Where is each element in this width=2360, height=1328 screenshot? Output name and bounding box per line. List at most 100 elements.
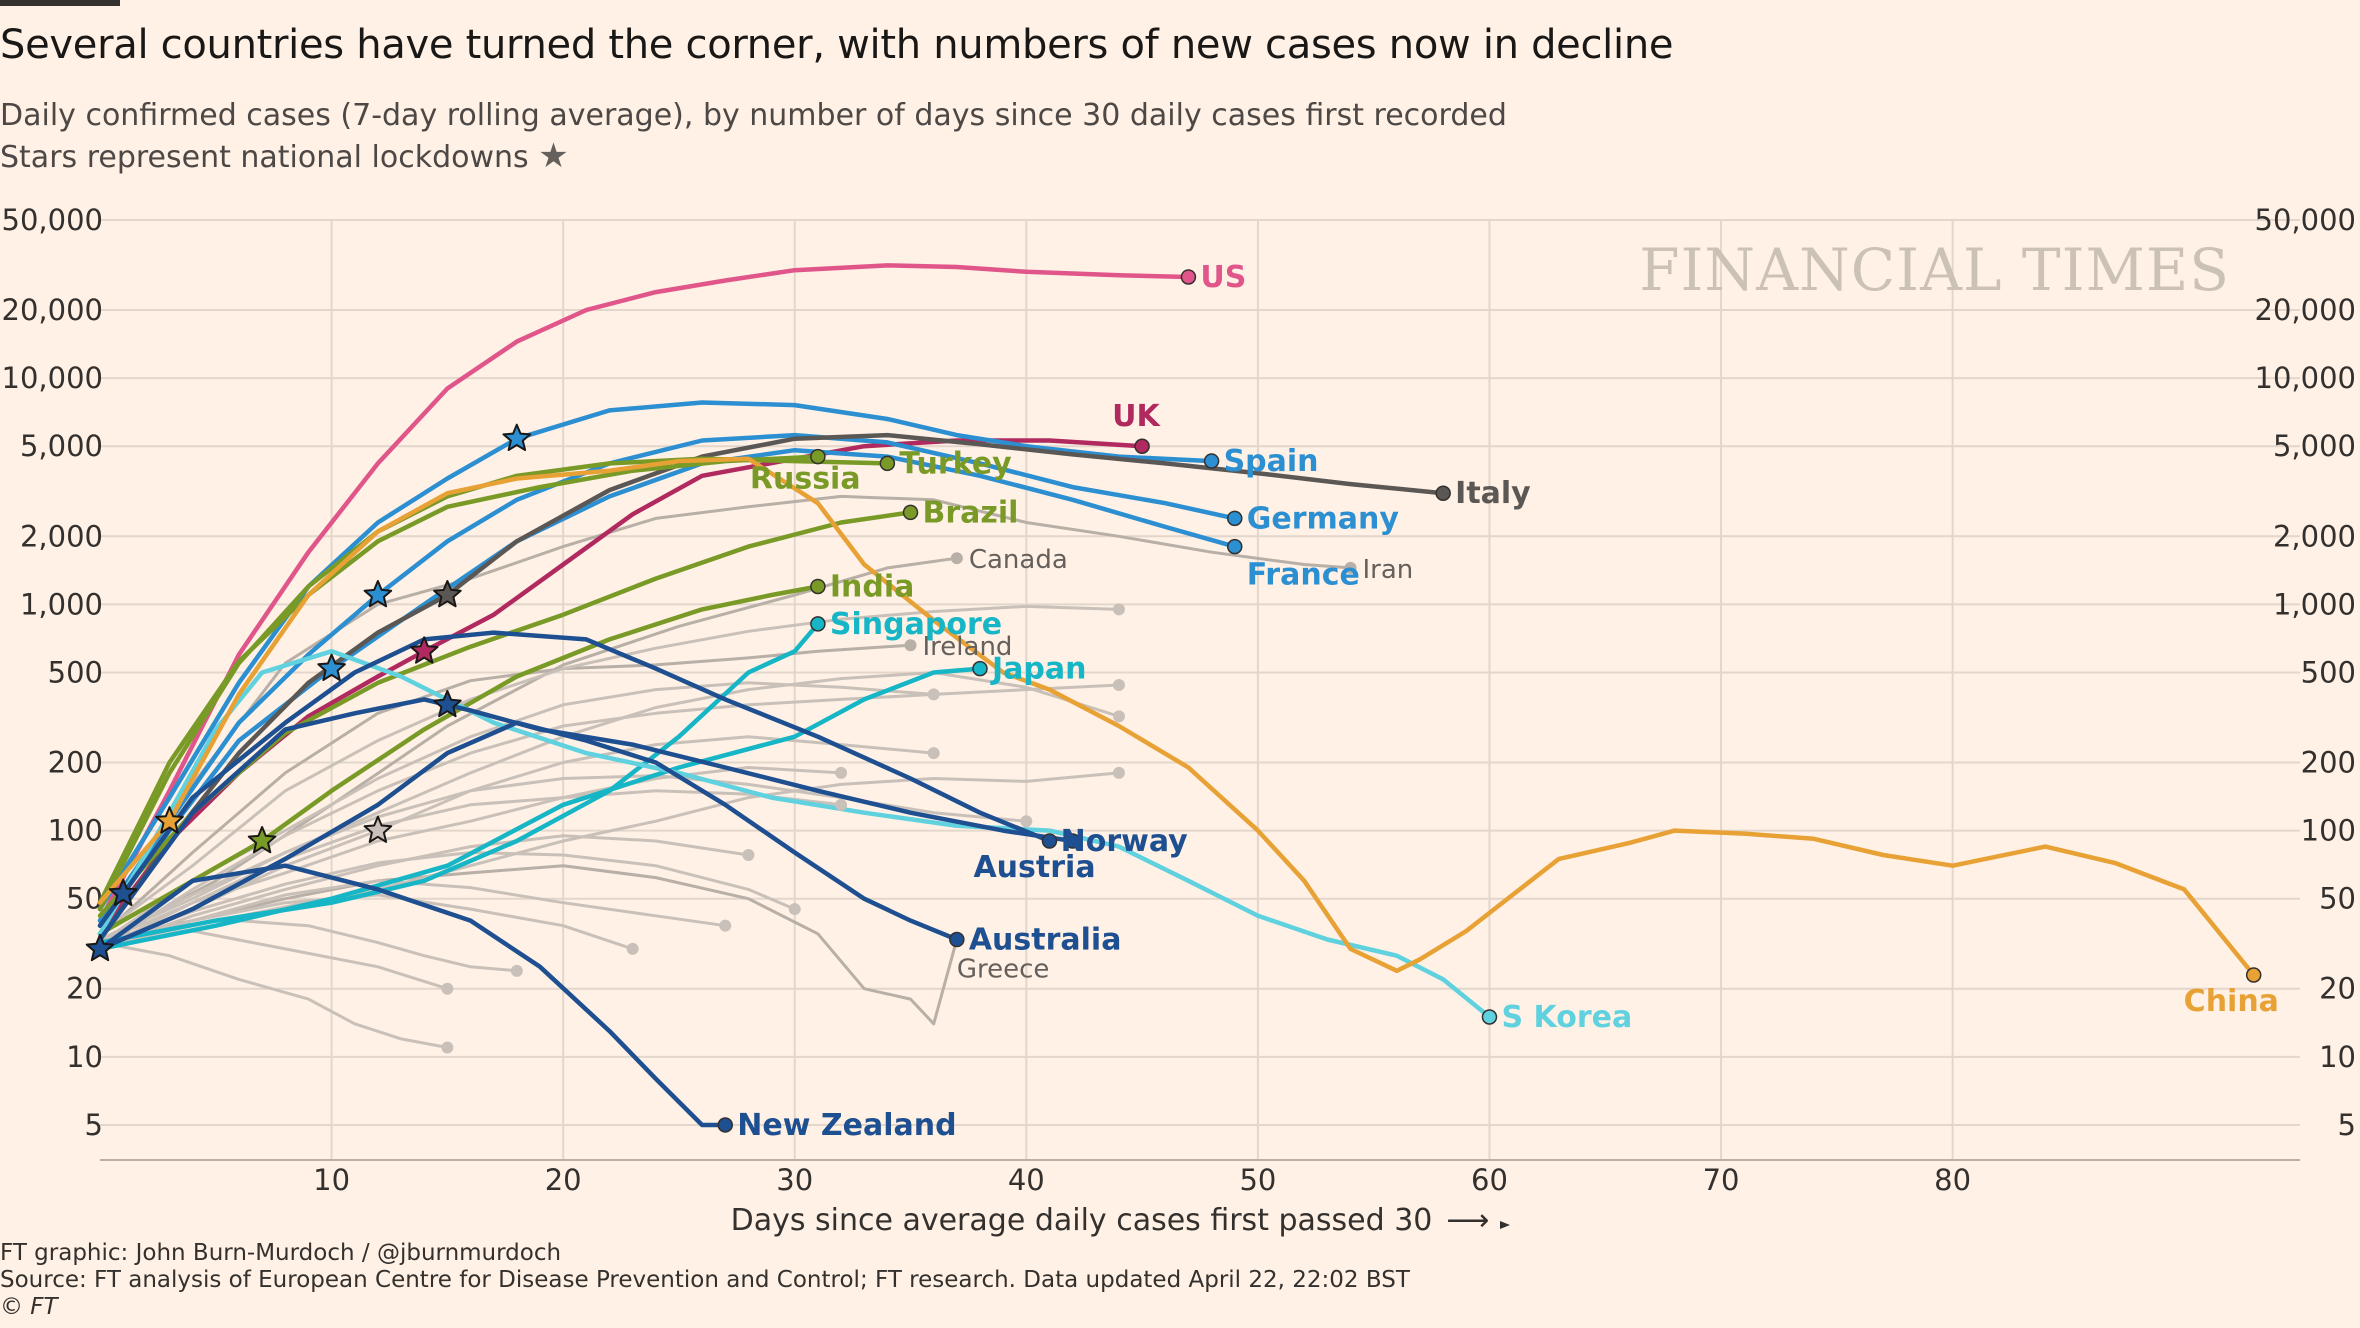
series-end-point (788, 903, 801, 916)
series-end-point (1180, 269, 1197, 285)
series-end-point (810, 448, 826, 465)
x-axis-arrowhead (1500, 1221, 1510, 1229)
series-label-germany: Germany (1247, 501, 1400, 536)
y-tick-label-right: 5,000 (2273, 429, 2356, 463)
series-end-point (950, 552, 963, 565)
chart-subtitle: Daily confirmed cases (7-day rolling ave… (0, 96, 2340, 178)
lockdown-star-icon: ★ (538, 136, 569, 176)
series-end-point (1203, 453, 1220, 469)
series-label-japan: Japan (990, 652, 1086, 687)
series-label-russia: Russia (750, 462, 861, 497)
y-tick-label-left: 10 (66, 1040, 103, 1074)
series-line-russia (97, 454, 821, 905)
series-end-point (1226, 538, 1243, 555)
y-tick-label-right: 100 (2301, 814, 2356, 848)
series-end-point (835, 766, 848, 779)
series-label-italy: Italy (1455, 476, 1531, 511)
series-line-greece (98, 864, 959, 1026)
lockdown-star-marker (409, 636, 439, 664)
y-tick-label-left: 2,000 (20, 519, 103, 553)
x-tick-label: 60 (1471, 1163, 1508, 1197)
series-line-iran (98, 494, 1352, 923)
x-axis-label-text: Days since average daily cases first pas… (731, 1203, 1433, 1238)
series-end-point (1112, 679, 1125, 692)
lockdown-star-marker (155, 806, 184, 834)
series-label-austria: Austria (973, 850, 1095, 885)
lockdown-star-marker (363, 580, 393, 608)
lockdown-star-marker (433, 689, 462, 718)
series-label-canada: Canada (969, 545, 1068, 575)
series-end-point (2245, 967, 2262, 983)
y-tick-label-left: 20,000 (2, 293, 103, 327)
y-tick-label-left: 50 (66, 882, 103, 916)
x-tick-label: 70 (1703, 1163, 1740, 1197)
series-line-other (98, 834, 750, 951)
subtitle-line-2: Stars represent national lockdowns ★ (0, 136, 2340, 178)
x-tick-label: 30 (776, 1163, 813, 1197)
y-tick-label-right: 20,000 (2255, 293, 2356, 327)
series-line-s-korea (97, 649, 1492, 1020)
series-end-point (927, 688, 940, 701)
footer-source: Source: FT analysis of European Centre f… (0, 1267, 1410, 1293)
x-tick-label: 40 (1008, 1163, 1045, 1197)
series-labels: Canada Iran Ireland Greece US UK Spain Germany F… (737, 260, 2279, 1143)
y-tick-label-left: 5 (85, 1108, 103, 1142)
series-line-us (97, 263, 1191, 923)
y-tick-label-left: 50,000 (2, 203, 103, 237)
series-line-spain (97, 400, 1214, 912)
series-end-point (810, 578, 826, 595)
series-end-point (719, 919, 732, 932)
x-axis-arrow-icon: ⟶ (1446, 1203, 1489, 1238)
series-line-canada (98, 556, 959, 945)
lockdown-star-marker (108, 878, 138, 906)
y-tick-label-right: 5 (2338, 1108, 2356, 1142)
series-end-point (927, 747, 940, 760)
x-tick-label: 80 (1934, 1163, 1971, 1197)
series-end-point (810, 616, 826, 632)
x-axis-label: Days since average daily cases first pas… (731, 1203, 1490, 1238)
series-lines (97, 263, 2256, 1128)
series-label-australia: Australia (969, 923, 1122, 958)
series-line-australia (97, 720, 960, 952)
x-tick-label: 20 (545, 1163, 582, 1197)
series-label-us: US (1200, 260, 1246, 295)
series-end-point (1435, 485, 1451, 501)
y-tick-label-right: 500 (2301, 655, 2356, 689)
lockdown-star-marker (317, 653, 346, 681)
series-line-india (97, 584, 821, 937)
series-end-point (1226, 510, 1243, 527)
y-tick-label-left: 1,000 (20, 587, 103, 621)
series-label-france: France (1247, 558, 1360, 593)
y-tick-label-right: 2,000 (2273, 519, 2356, 553)
y-tick-label-left: 200 (48, 746, 103, 780)
line-chart: FINANCIAL TIMES 50,000 50,000 20,000 20,000… (2, 203, 2356, 1238)
y-tick-label-right: 50 (2319, 882, 2356, 916)
series-label-spain: Spain (1224, 444, 1319, 479)
series-end-point (1112, 766, 1125, 779)
series-markers (85, 269, 2262, 1133)
series-label-greece: Greece (957, 955, 1050, 985)
series-label-china: China (2184, 984, 2279, 1019)
y-tick-label-right: 20 (2319, 972, 2356, 1006)
series-line-austria (97, 630, 1052, 928)
axes: 50,000 50,000 20,000 20,000 10,000 10,000 5,00… (2, 203, 2356, 1229)
series-end-point (949, 931, 965, 948)
y-tick-label-left: 10,000 (2, 361, 103, 395)
series-end-point (835, 798, 848, 811)
series-end-point (742, 849, 755, 862)
series-line-other (98, 683, 1121, 951)
series-end-point (1112, 603, 1125, 616)
series-label-turkey: Turkey (899, 446, 1012, 481)
lockdown-star-marker (363, 815, 393, 843)
y-tick-label-right: 10 (2319, 1040, 2356, 1074)
series-end-point (441, 982, 454, 995)
chart-title: Several countries have turned the corner… (0, 22, 1674, 68)
y-tick-label-left: 500 (48, 655, 103, 689)
series-line-new-zealand (97, 863, 728, 1128)
series-end-point (1481, 1009, 1498, 1025)
y-tick-label-left: 5,000 (20, 429, 103, 463)
series-end-point (904, 639, 917, 652)
lockdown-star-marker (502, 423, 532, 451)
series-label-singapore: Singapore (830, 607, 1002, 642)
chart-footer: FT graphic: John Burn-Murdoch / @jburnmu… (0, 1240, 2340, 1321)
